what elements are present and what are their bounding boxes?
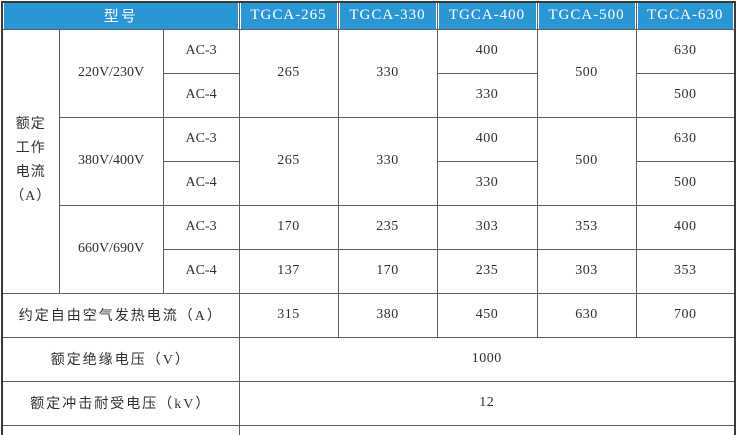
- header-model-label: 型号: [1, 1, 240, 30]
- class-380v-ac3: AC-3: [162, 116, 240, 162]
- cell-380v-tgca500: 500: [536, 116, 637, 206]
- cell-380v-tgca265: 265: [238, 116, 339, 206]
- row-partial-clipped: [1, 424, 736, 435]
- row-660v-ac3: 660V/690V AC-3 170 235 303 353 400: [2, 204, 736, 294]
- cell-380v-tgca330: 330: [337, 116, 438, 206]
- rated-current-label-line4: （A）: [10, 189, 52, 204]
- cell-380v-ac4-tgca400: 330: [436, 160, 538, 206]
- insulation-voltage-label: 额定绝缘电压（V）: [1, 336, 240, 382]
- header-model-tgca330: TGCA-330: [337, 1, 438, 30]
- cell-insulation-voltage-value: 1000: [238, 336, 736, 382]
- cell-380v-ac4-tgca630: 500: [635, 160, 736, 206]
- cell-thermal-tgca400: 450: [436, 292, 538, 338]
- row-220v-ac4: AC-4 330 500: [2, 72, 736, 118]
- cell-impulse-voltage-value: 12: [238, 380, 736, 426]
- cell-660v-ac4-tgca330: 170: [337, 248, 438, 294]
- row-660v-ac4: AC-4 137 170 235 303 353: [2, 248, 736, 294]
- row-impulse-voltage: 额定冲击耐受电压（kV） 12: [1, 380, 736, 426]
- rated-current-label-line3: 电流: [15, 165, 46, 180]
- voltage-660v: 660V/690V: [58, 204, 164, 294]
- row-380v-ac4: AC-4 330 500: [2, 160, 736, 206]
- cell-220v-tgca265: 265: [238, 28, 339, 118]
- row-thermal-current: 约定自由空气发热电流（A） 315 380 450 630 700: [1, 292, 736, 338]
- header-model-tgca500: TGCA-500: [536, 1, 637, 30]
- cell-thermal-tgca330: 380: [337, 292, 438, 338]
- cell-thermal-tgca630: 700: [635, 292, 736, 338]
- cell-thermal-tgca265: 315: [238, 292, 339, 338]
- cell-220v-ac3-tgca400: 400: [436, 28, 538, 74]
- class-380v-ac4: AC-4: [162, 160, 240, 206]
- cell-220v-ac4-tgca400: 330: [436, 72, 538, 118]
- class-660v-ac4: AC-4: [162, 248, 240, 294]
- row-insulation-voltage: 额定绝缘电压（V） 1000: [1, 336, 736, 382]
- thermal-current-label: 约定自由空气发热电流（A）: [1, 292, 240, 338]
- cell-220v-ac3-tgca630: 630: [635, 28, 736, 74]
- cell-660v-ac4-tgca500: 303: [536, 248, 637, 294]
- rated-current-label-line1: 额定: [15, 117, 46, 132]
- impulse-voltage-label: 额定冲击耐受电压（kV）: [1, 380, 240, 426]
- row-380v-ac3: 380V/400V AC-3 265 330 400 500 630: [2, 116, 736, 206]
- class-220v-ac3: AC-3: [162, 28, 240, 74]
- class-220v-ac4: AC-4: [162, 72, 240, 118]
- cell-thermal-tgca500: 630: [536, 292, 637, 338]
- voltage-380v: 380V/400V: [58, 116, 164, 206]
- cell-660v-ac4-tgca265: 137: [238, 248, 339, 294]
- class-660v-ac3: AC-3: [162, 204, 240, 250]
- cell-660v-ac4-tgca400: 235: [436, 248, 538, 294]
- header-model-tgca400: TGCA-400: [436, 1, 538, 30]
- cell-660v-ac3-tgca500: 353: [536, 204, 637, 250]
- cell-220v-ac4-tgca630: 500: [635, 72, 736, 118]
- rated-current-label: 额定 工作 电流 （A）: [1, 28, 60, 294]
- voltage-220v: 220V/230V: [58, 28, 164, 118]
- cell-220v-tgca330: 330: [337, 28, 438, 118]
- header-row: 型号 TGCA-265 TGCA-330 TGCA-400 TGCA-500 T…: [1, 1, 736, 30]
- cell-partial-left: [1, 424, 240, 435]
- cell-380v-ac3-tgca400: 400: [436, 116, 538, 162]
- cell-660v-ac4-tgca630: 353: [635, 248, 736, 294]
- cell-380v-ac3-tgca630: 630: [635, 116, 736, 162]
- cell-660v-ac3-tgca330: 235: [337, 204, 438, 250]
- header-model-tgca630: TGCA-630: [635, 1, 736, 30]
- cell-220v-tgca500: 500: [536, 28, 637, 118]
- rated-current-label-line2: 工作: [15, 141, 46, 156]
- cell-660v-ac3-tgca400: 303: [436, 204, 538, 250]
- row-220v-ac3: 额定 工作 电流 （A） 220V/230V AC-3 265 330 400 …: [1, 28, 736, 294]
- header-model-tgca265: TGCA-265: [238, 1, 339, 30]
- cell-660v-ac3-tgca265: 170: [238, 204, 339, 250]
- cell-partial-right: [238, 424, 736, 435]
- cell-660v-ac3-tgca630: 400: [635, 204, 736, 250]
